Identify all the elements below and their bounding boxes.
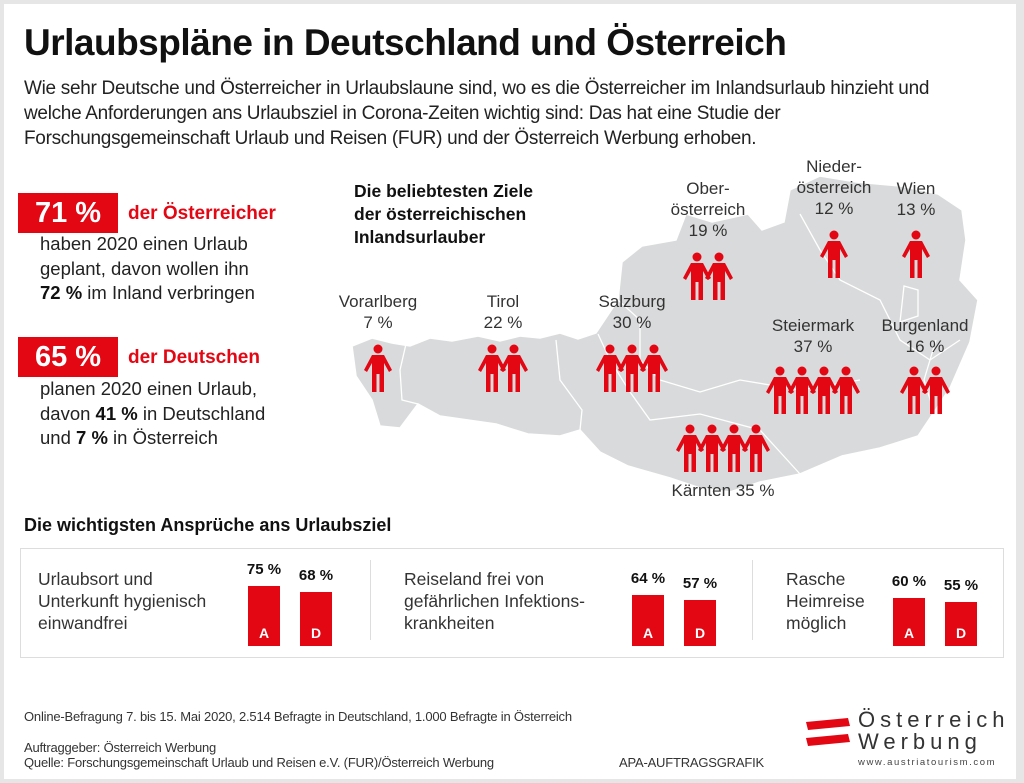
pictogram-oberösterreich xyxy=(683,252,733,300)
pictogram-salzburg xyxy=(596,344,668,392)
person-icon xyxy=(478,344,506,392)
region-label-oberösterreich: Ober-österreich 19 % xyxy=(670,179,746,240)
pictogram-vorarlberg xyxy=(364,344,392,392)
person-icon xyxy=(922,366,950,414)
person-icon xyxy=(500,344,528,392)
person-icon xyxy=(683,252,711,300)
bar-d: D xyxy=(945,602,977,646)
person-icon xyxy=(698,424,726,472)
person-icon xyxy=(900,366,928,414)
person-icon xyxy=(810,366,838,414)
bar-a: A xyxy=(893,598,925,646)
person-icon xyxy=(705,252,733,300)
region-label-kärnten: Kärnten 35 % xyxy=(671,481,775,500)
bar-value-label: 55 % xyxy=(943,577,979,594)
person-icon xyxy=(766,366,794,414)
region-label-niederösterreich: Nieder-österreich 12 % xyxy=(796,157,872,218)
bar-value-label: 68 % xyxy=(298,566,334,584)
person-icon xyxy=(742,424,770,472)
person-icon xyxy=(596,344,624,392)
region-label-salzburg: Salzburg 30 % xyxy=(598,292,666,332)
requirements-title: Die wichtigsten Ansprüche ans Urlaubszie… xyxy=(24,515,392,535)
bar-value-label: 64 % xyxy=(630,569,666,587)
requirement-label: Urlaubsort und Unterkunft hygienisch einwa… xyxy=(38,569,207,633)
logo-wordmark: Österreich Werbung xyxy=(858,707,1010,754)
requirement-label: Reiseland frei von gefährlichen Infektion… xyxy=(404,569,585,633)
region-label-wien: Wien 13 % xyxy=(896,179,936,219)
source-note: Quelle: Forschungsgemeinschaft Urlaub un… xyxy=(24,755,494,770)
map-title: Die beliebtesten Ziele der österreichisc… xyxy=(354,181,533,247)
bar-value-label: 60 % xyxy=(891,573,927,590)
austria-flag-logo-icon xyxy=(806,718,850,746)
bar-d: D xyxy=(300,591,332,646)
pictogram-niederösterreich xyxy=(820,230,848,278)
bar-value-label: 75 % xyxy=(246,561,282,578)
stat-austrians-label: der Österreicher xyxy=(128,203,276,224)
intro-text: Wie sehr Deutsche und Österreicher in Ur… xyxy=(24,78,930,149)
person-icon xyxy=(820,230,848,278)
pictogram-steiermark xyxy=(766,366,860,414)
stat-austrians-value: 71 % xyxy=(18,193,118,233)
stat-germans-value: 65 % xyxy=(18,337,118,377)
pictogram-burgenland xyxy=(900,366,950,414)
pictogram-wien xyxy=(902,230,930,278)
pictogram-tirol xyxy=(478,344,528,392)
person-icon xyxy=(618,344,646,392)
bar-value-label: 57 % xyxy=(682,575,718,593)
person-icon xyxy=(902,230,930,278)
survey-note: Online-Befragung 7. bis 15. Mai 2020, 2.… xyxy=(24,709,572,724)
person-icon xyxy=(720,424,748,472)
client-note: Auftraggeber: Österreich Werbung xyxy=(24,740,217,755)
region-label-vorarlberg: Vorarlberg 7 % xyxy=(338,292,418,332)
person-icon xyxy=(364,344,392,392)
region-label-burgenland: Burgenland 16 % xyxy=(881,316,969,356)
bar-d: D xyxy=(684,600,716,646)
bar-a: A xyxy=(248,586,280,646)
requirement-label: Rasche Heimreise möglich xyxy=(786,569,865,633)
requirements-panel xyxy=(20,548,1004,658)
person-icon xyxy=(676,424,704,472)
logo-url: www.austriatourism.com xyxy=(858,757,997,768)
credit-note: APA-AUFTRAGSGRAFIK xyxy=(619,755,764,770)
divider xyxy=(370,560,371,640)
region-label-steiermark: Steiermark 37 % xyxy=(771,316,855,356)
stat-germans-label: der Deutschen xyxy=(128,347,260,368)
stat-germans-text: planen 2020 einen Urlaub, davon 41 % in … xyxy=(40,378,266,448)
bar-a: A xyxy=(632,594,664,646)
page-title: Urlaubspläne in Deutschland und Österrei… xyxy=(24,22,787,63)
person-icon xyxy=(832,366,860,414)
pictogram-kärnten xyxy=(676,424,770,472)
divider xyxy=(752,560,753,640)
person-icon xyxy=(640,344,668,392)
stat-austrians-text: haben 2020 einen Urlaub geplant, davon w… xyxy=(40,233,255,303)
person-icon xyxy=(788,366,816,414)
region-label-tirol: Tirol 22 % xyxy=(483,292,523,332)
